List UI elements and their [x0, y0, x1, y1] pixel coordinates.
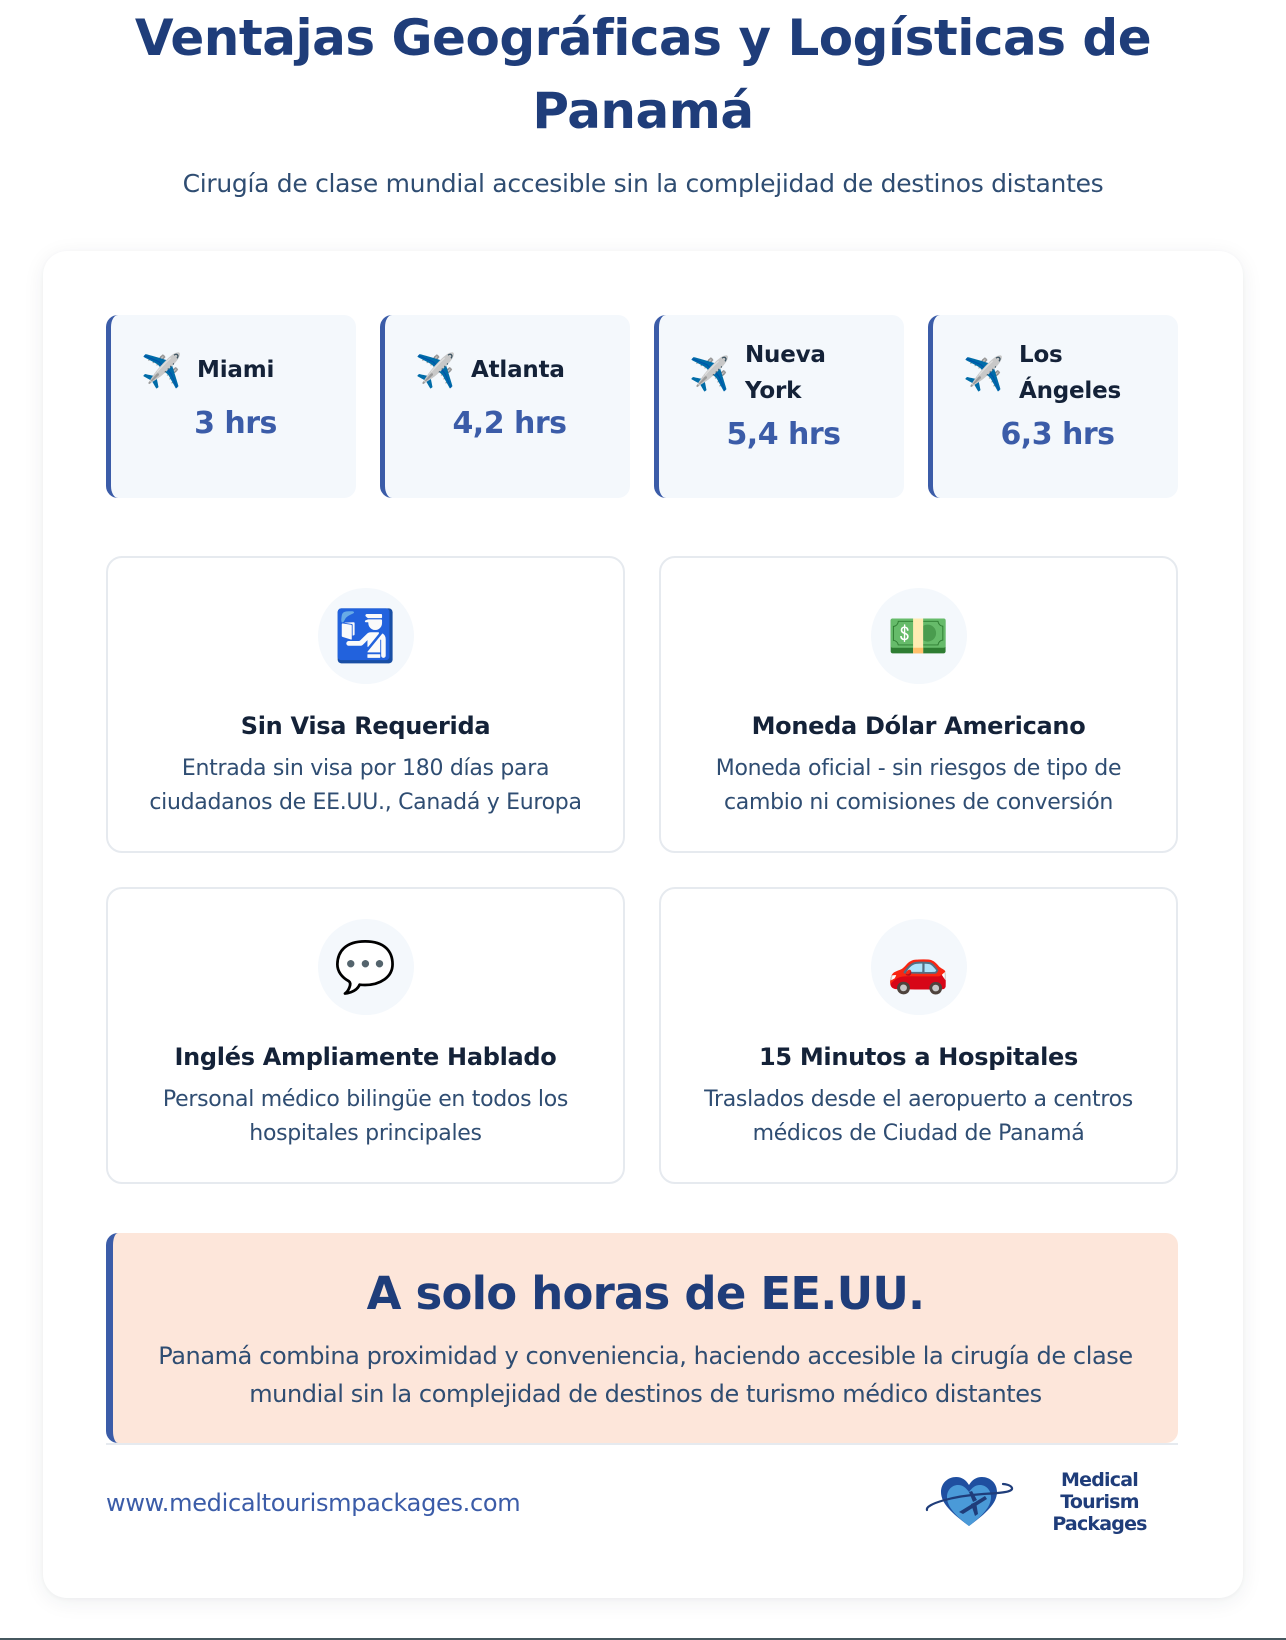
website-link[interactable]: www.medicaltourismpackages.com	[106, 1489, 521, 1517]
page-title: Ventajas Geográficas y Logísticas de Pan…	[134, 9, 1152, 140]
feature-description: Entrada sin visa por 180 días para ciuda…	[149, 756, 582, 815]
airplane-icon: ✈️	[141, 350, 183, 390]
feature-title: 15 Minutos a Hospitales	[758, 1043, 1078, 1071]
flight-card-nueva-york: ✈️ Nueva York 5,4 hrs	[654, 315, 904, 498]
divider	[106, 1443, 1178, 1445]
feature-description: Personal médico bilingüe en todos los ho…	[162, 1087, 569, 1146]
logo-text: Medical Tourism Packages	[1021, 1469, 1178, 1535]
flight-duration: 3 hrs	[194, 406, 277, 441]
airplane-icon: ✈️	[963, 353, 1005, 393]
feature-card-transfer: 🚗 15 Minutos a Hospitales Traslados desd…	[659, 887, 1178, 1184]
bottom-edge	[0, 1638, 1286, 1640]
feature-title: Moneda Dólar Americano	[751, 712, 1086, 740]
icon-circle: 💬	[317, 919, 414, 1015]
feature-card-currency: 💵 Moneda Dólar Americano Moneda oficial …	[659, 556, 1178, 853]
feature-title: Inglés Ampliamente Hablado	[174, 1043, 557, 1071]
feature-description: Moneda oficial - sin riesgos de tipo de …	[715, 756, 1122, 815]
feature-card-english: 💬 Inglés Ampliamente Hablado Personal mé…	[106, 887, 625, 1184]
flight-city: Atlanta	[471, 357, 565, 383]
heart-airplane-logo-icon	[925, 1477, 1014, 1526]
main-card: ✈️ Miami 3 hrs ✈️ Atlanta 4,2 hrs ✈️ Nue…	[43, 251, 1243, 1598]
flight-city: Miami	[197, 357, 275, 383]
flight-city: Los Ángeles	[1019, 342, 1122, 404]
feature-description: Traslados desde el aeropuerto a centros …	[704, 1087, 1133, 1146]
icon-circle: 💵	[870, 588, 967, 684]
feature-title: Sin Visa Requerida	[240, 712, 491, 740]
feature-card-visa: 🛂 Sin Visa Requerida Entrada sin visa po…	[106, 556, 625, 853]
callout-title: A solo horas de EE.UU.	[366, 1267, 926, 1320]
icon-circle: 🛂	[317, 588, 414, 684]
car-icon: 🚗	[887, 938, 950, 996]
brand-logo: Medical Tourism Packages	[923, 1469, 1178, 1535]
dollar-banknote-icon: 💵	[887, 607, 950, 665]
flight-card-miami: ✈️ Miami 3 hrs	[106, 315, 356, 498]
airplane-icon: ✈️	[689, 353, 731, 393]
flight-duration: 4,2 hrs	[452, 406, 567, 441]
passport-control-icon: 🛂	[334, 607, 397, 665]
features-grid: 🛂 Sin Visa Requerida Entrada sin visa po…	[106, 556, 1178, 1184]
icon-circle: 🚗	[870, 919, 967, 1015]
flight-duration: 5,4 hrs	[726, 417, 841, 452]
flight-card-atlanta: ✈️ Atlanta 4,2 hrs	[380, 315, 630, 498]
callout-box: A solo horas de EE.UU. Panamá combina pr…	[106, 1233, 1178, 1443]
flight-card-los-angeles: ✈️ Los Ángeles 6,3 hrs	[928, 315, 1178, 498]
airplane-icon: ✈️	[415, 350, 457, 390]
page-subtitle: Cirugía de clase mundial accesible sin l…	[182, 169, 1104, 198]
callout-text: Panamá combina proximidad y conveniencia…	[158, 1342, 1133, 1408]
logo-line-2: Packages	[1052, 1513, 1147, 1535]
flight-duration: 6,3 hrs	[1000, 417, 1115, 452]
flight-city: Nueva York	[745, 342, 826, 404]
flight-times-row: ✈️ Miami 3 hrs ✈️ Atlanta 4,2 hrs ✈️ Nue…	[106, 315, 1178, 498]
logo-line-1: Medical Tourism	[1060, 1469, 1139, 1513]
speech-bubble-icon: 💬	[334, 938, 397, 996]
